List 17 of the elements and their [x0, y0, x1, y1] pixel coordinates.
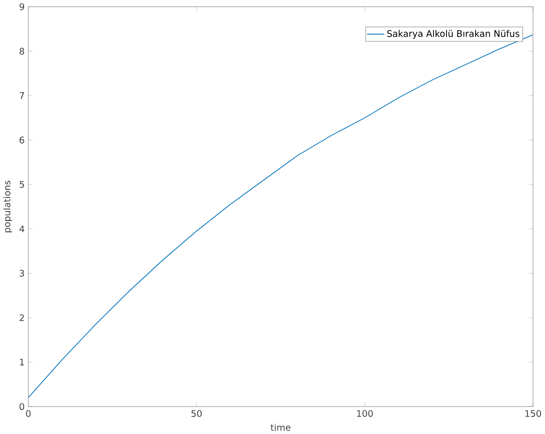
legend-label: Sakarya Alkolü Bırakan Nüfus — [387, 30, 520, 39]
y-tick-label: 3 — [20, 270, 24, 277]
x-tick-label: 0 — [26, 410, 31, 417]
y-tick-label: 4 — [19, 225, 24, 232]
y-tick-label: 9 — [20, 3, 24, 10]
y-tick-label: 0 — [20, 403, 24, 410]
x-tick-label: 100 — [357, 410, 373, 417]
y-tick-label: 6 — [20, 136, 24, 144]
x-axis-title: time — [270, 424, 290, 431]
x-tick-label: 150 — [525, 410, 542, 417]
y-axis-title: populations — [3, 180, 12, 232]
y-tick-label: 5 — [20, 181, 24, 188]
y-tick-label: 2 — [20, 314, 24, 321]
x-tick-label: 50 — [191, 410, 202, 417]
y-tick-label: 8 — [20, 48, 24, 55]
y-tick-label: 1 — [20, 358, 24, 366]
y-tick-label: 7 — [20, 92, 24, 99]
